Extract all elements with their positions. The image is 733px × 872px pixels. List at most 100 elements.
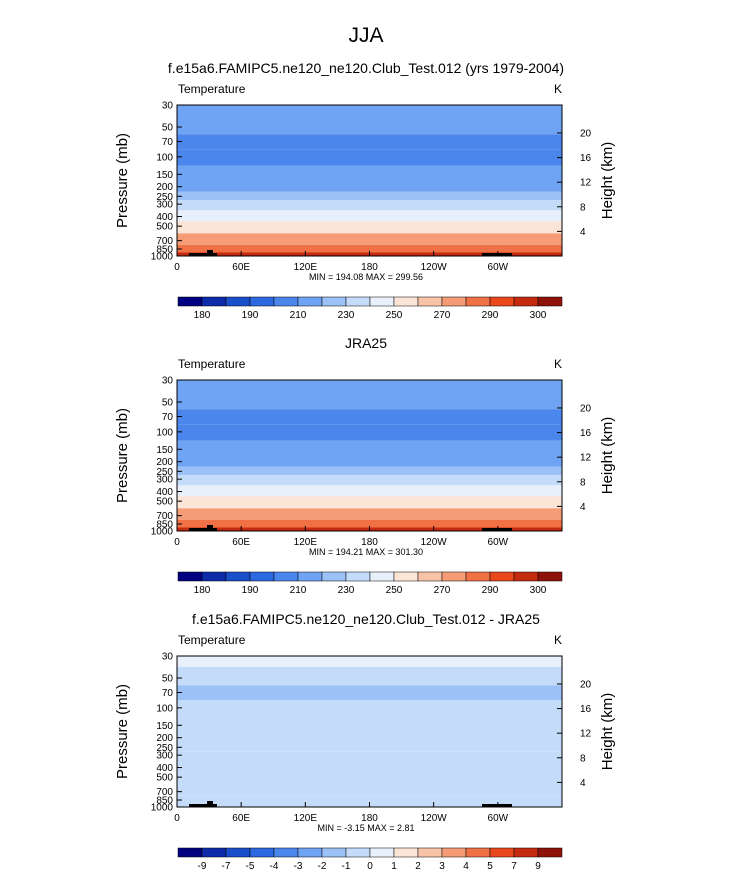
- contour-band: [177, 742, 562, 752]
- contour-band: [177, 475, 562, 486]
- y-tick-label: 250: [156, 467, 173, 478]
- contour-band: [177, 761, 562, 773]
- contour-band: [177, 440, 562, 456]
- contour-band: [177, 716, 562, 732]
- x-tick-label: 60W: [488, 813, 509, 824]
- y-tick-label: 30: [162, 376, 174, 387]
- contour-band: [177, 700, 562, 717]
- y-tick-label: 100: [156, 152, 173, 163]
- contour-band: [177, 751, 562, 762]
- right-tick-label: 16: [580, 153, 592, 164]
- colorbar-box: [393, 296, 419, 307]
- colorbar-label: -4: [270, 861, 279, 872]
- contour-band: [177, 519, 562, 528]
- panels: f.e15a6.FAMIPC5.ne120_ne120.Club_Test.01…: [114, 60, 616, 872]
- y-tick-label: 1000: [151, 803, 174, 814]
- y-tick-label: 200: [156, 457, 173, 468]
- contour-band: [177, 666, 562, 686]
- right-tick-label: 8: [580, 477, 586, 488]
- colorbar-box: [201, 847, 227, 858]
- y-tick-label: 500: [156, 773, 173, 784]
- colorbar-box: [369, 571, 395, 582]
- contour-band: [177, 508, 562, 520]
- y-tick-label: 300: [156, 475, 173, 486]
- y-tick-label: 850: [156, 520, 173, 531]
- contour-band: [177, 134, 562, 150]
- contour-band: [177, 795, 562, 804]
- y-tick-label: 50: [162, 122, 174, 133]
- right-tick-label: 8: [580, 753, 586, 764]
- variable-name: Temperature: [178, 357, 246, 371]
- right-tick-label: 12: [580, 729, 592, 740]
- contour-band: [177, 180, 562, 192]
- right-tick-label: 20: [580, 128, 592, 139]
- colorbar-box: [393, 847, 419, 858]
- colorbar-box: [225, 571, 251, 582]
- contour-band: [177, 390, 562, 410]
- figure-title: JJA: [348, 24, 383, 47]
- x-tick-label: 60W: [488, 262, 509, 273]
- variable-name: Temperature: [178, 633, 246, 647]
- x-tick-label: 120W: [421, 262, 448, 273]
- colorbar-label: 190: [242, 585, 259, 596]
- y-tick-label: 400: [156, 212, 173, 223]
- panel-title: f.e15a6.FAMIPC5.ne120_ne120.Club_Test.01…: [168, 60, 564, 76]
- variable-name: Temperature: [178, 82, 246, 96]
- colorbar-box: [321, 296, 347, 307]
- colorbar-label: 290: [482, 585, 499, 596]
- contour-bands: [177, 380, 562, 531]
- colorbar-box: [465, 296, 491, 307]
- contour-bands: [177, 105, 562, 256]
- y-tick-label: 50: [162, 397, 174, 408]
- colorbar-label: 250: [386, 310, 403, 321]
- colorbar-box: [369, 296, 395, 307]
- colorbar-box: [297, 571, 323, 582]
- colorbar-box: [225, 296, 251, 307]
- colorbar-box: [513, 847, 539, 858]
- colorbar-label: 2: [415, 861, 421, 872]
- contour-band: [177, 656, 562, 667]
- colorbar: 180 190 210 230 250 270 290 300: [177, 571, 563, 596]
- right-axis-label: Height (km): [599, 142, 616, 220]
- topography-block: [207, 801, 213, 807]
- colorbar-box: [465, 847, 491, 858]
- contour-band: [177, 455, 562, 467]
- contour-band: [177, 731, 562, 743]
- colorbar-label: 230: [338, 310, 355, 321]
- colorbar-label: 290: [482, 310, 499, 321]
- y-tick-label: 250: [156, 192, 173, 203]
- colorbar-label: 230: [338, 585, 355, 596]
- y-tick-label: 500: [156, 497, 173, 508]
- x-tick-label: 180: [361, 537, 378, 548]
- colorbar-label: 4: [463, 861, 469, 872]
- colorbar-box: [441, 571, 467, 582]
- topography-block: [207, 525, 213, 531]
- colorbar-label: 210: [290, 310, 307, 321]
- colorbar-label: -2: [318, 861, 327, 872]
- x-tick-label: 60W: [488, 537, 509, 548]
- units-label: K: [554, 633, 562, 647]
- x-tick-label: 120E: [294, 813, 318, 824]
- contour-band: [177, 784, 562, 796]
- x-tick-label: 60E: [232, 262, 250, 273]
- colorbar-box: [513, 296, 539, 307]
- colorbar-box: [441, 847, 467, 858]
- contour-band: [177, 149, 562, 166]
- topography-block: [189, 253, 217, 256]
- colorbar-label: 190: [242, 310, 259, 321]
- right-tick-label: 4: [580, 778, 586, 789]
- x-tick-label: 180: [361, 262, 378, 273]
- y-tick-label: 70: [162, 688, 174, 699]
- right-tick-label: 4: [580, 502, 586, 513]
- colorbar-label: 7: [511, 861, 517, 872]
- chart-panel-1: f.e15a6.FAMIPC5.ne120_ne120.Club_Test.01…: [114, 60, 616, 321]
- y-tick-label: 700: [156, 787, 173, 798]
- colorbar-box: [417, 296, 443, 307]
- colorbar-box: [417, 571, 443, 582]
- contour-band: [177, 380, 562, 391]
- colorbar-box: [537, 847, 563, 858]
- colorbar-box: [321, 571, 347, 582]
- colorbar-label: 270: [434, 585, 451, 596]
- topography-block: [482, 804, 512, 807]
- y-tick-label: 70: [162, 137, 174, 148]
